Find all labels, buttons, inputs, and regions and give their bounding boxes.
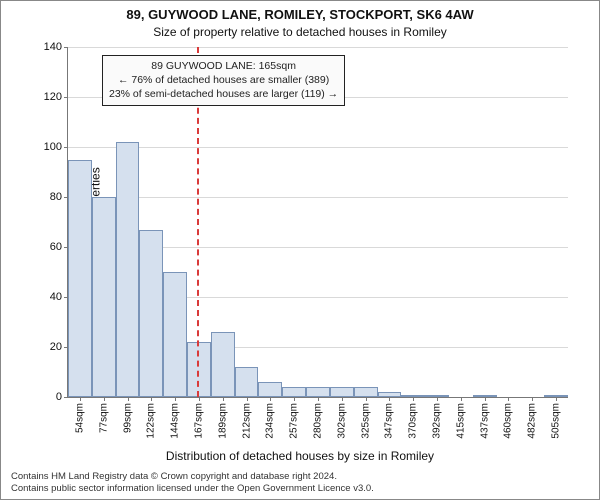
x-tick-mark xyxy=(294,397,295,401)
histogram-bar xyxy=(163,272,187,397)
histogram-bar xyxy=(92,197,116,397)
y-tick-label: 100 xyxy=(44,141,62,153)
x-tick-mark xyxy=(128,397,129,401)
x-tick-label: 77sqm xyxy=(98,403,109,433)
x-tick-mark xyxy=(389,397,390,401)
annotation-box: 89 GUYWOOD LANE: 165sqm ← 76% of detache… xyxy=(102,55,345,106)
y-tick-mark xyxy=(64,397,68,398)
x-tick-mark xyxy=(485,397,486,401)
x-tick-label: 505sqm xyxy=(551,403,562,439)
chart-subtitle: Size of property relative to detached ho… xyxy=(1,25,599,39)
plot-area: 02040608010012014054sqm77sqm99sqm122sqm1… xyxy=(67,47,568,398)
y-tick-mark xyxy=(64,47,68,48)
x-tick-label: 347sqm xyxy=(384,403,395,439)
x-tick-label: 212sqm xyxy=(241,403,252,439)
histogram-bar xyxy=(139,230,163,398)
x-tick-mark xyxy=(318,397,319,401)
footer: Contains HM Land Registry data © Crown c… xyxy=(11,471,589,495)
x-tick-label: 370sqm xyxy=(408,403,419,439)
grid-line xyxy=(68,197,568,198)
x-tick-label: 437sqm xyxy=(479,403,490,439)
x-tick-label: 167sqm xyxy=(193,403,204,439)
x-tick-mark xyxy=(556,397,557,401)
histogram-bar xyxy=(282,387,306,397)
x-tick-label: 415sqm xyxy=(455,403,466,439)
histogram-bar xyxy=(187,342,211,397)
chart-container: 89, GUYWOOD LANE, ROMILEY, STOCKPORT, SK… xyxy=(0,0,600,500)
annotation-line: 23% of semi-detached houses are larger (… xyxy=(109,87,338,101)
x-tick-label: 460sqm xyxy=(503,403,514,439)
x-tick-mark xyxy=(151,397,152,401)
footer-line: Contains HM Land Registry data © Crown c… xyxy=(11,471,589,483)
x-tick-mark xyxy=(80,397,81,401)
grid-line xyxy=(68,147,568,148)
x-tick-mark xyxy=(437,397,438,401)
histogram-bar xyxy=(116,142,140,397)
y-tick-label: 140 xyxy=(44,41,62,53)
x-tick-mark xyxy=(223,397,224,401)
x-tick-label: 144sqm xyxy=(170,403,181,439)
y-tick-label: 20 xyxy=(50,341,62,353)
x-tick-label: 99sqm xyxy=(122,403,133,433)
x-axis-label: Distribution of detached houses by size … xyxy=(1,449,599,463)
histogram-bar xyxy=(354,387,378,397)
x-tick-label: 257sqm xyxy=(289,403,300,439)
x-tick-mark xyxy=(199,397,200,401)
x-tick-mark xyxy=(270,397,271,401)
y-tick-label: 60 xyxy=(50,241,62,253)
x-tick-label: 122sqm xyxy=(146,403,157,439)
histogram-bar xyxy=(330,387,354,397)
histogram-bar xyxy=(68,160,92,398)
x-tick-mark xyxy=(342,397,343,401)
grid-line xyxy=(68,47,568,48)
x-tick-mark xyxy=(413,397,414,401)
annotation-line: 89 GUYWOOD LANE: 165sqm xyxy=(109,59,338,73)
histogram-bar xyxy=(211,332,235,397)
y-tick-label: 120 xyxy=(44,91,62,103)
x-tick-label: 234sqm xyxy=(265,403,276,439)
x-tick-mark xyxy=(247,397,248,401)
y-tick-mark xyxy=(64,97,68,98)
x-tick-label: 325sqm xyxy=(360,403,371,439)
chart-title: 89, GUYWOOD LANE, ROMILEY, STOCKPORT, SK… xyxy=(1,7,599,22)
x-tick-label: 189sqm xyxy=(217,403,228,439)
y-tick-label: 0 xyxy=(56,391,62,403)
x-tick-mark xyxy=(175,397,176,401)
x-tick-mark xyxy=(532,397,533,401)
y-tick-mark xyxy=(64,147,68,148)
x-tick-mark xyxy=(461,397,462,401)
x-tick-label: 392sqm xyxy=(432,403,443,439)
footer-line: Contains public sector information licen… xyxy=(11,483,589,495)
x-tick-mark xyxy=(508,397,509,401)
x-tick-label: 54sqm xyxy=(74,403,85,433)
histogram-bar xyxy=(258,382,282,397)
x-tick-label: 280sqm xyxy=(313,403,324,439)
x-tick-mark xyxy=(366,397,367,401)
y-tick-label: 80 xyxy=(50,191,62,203)
y-tick-label: 40 xyxy=(50,291,62,303)
x-tick-label: 302sqm xyxy=(336,403,347,439)
x-tick-label: 482sqm xyxy=(527,403,538,439)
histogram-bar xyxy=(235,367,259,397)
x-tick-mark xyxy=(104,397,105,401)
annotation-line: ← 76% of detached houses are smaller (38… xyxy=(109,73,338,87)
histogram-bar xyxy=(306,387,330,397)
